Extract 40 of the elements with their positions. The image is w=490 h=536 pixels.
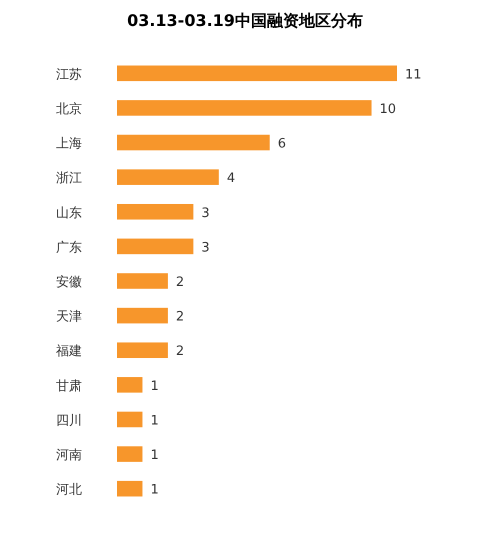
y-tick-label: 甘肃 bbox=[56, 378, 82, 394]
bar bbox=[117, 412, 142, 428]
y-tick-label: 天津 bbox=[56, 310, 82, 325]
data-label: 2 bbox=[176, 275, 184, 290]
y-tick-label: 河南 bbox=[56, 448, 82, 464]
y-tick-label: 上海 bbox=[56, 136, 82, 152]
bar bbox=[117, 169, 219, 185]
bar bbox=[117, 342, 168, 358]
y-tick-label: 浙江 bbox=[56, 171, 82, 186]
data-label: 10 bbox=[380, 102, 396, 117]
bar bbox=[117, 377, 142, 393]
bar bbox=[117, 204, 194, 220]
bar bbox=[117, 100, 372, 116]
data-label: 1 bbox=[150, 482, 159, 498]
data-label: 1 bbox=[150, 413, 159, 428]
data-label: 2 bbox=[176, 310, 184, 325]
y-tick-label: 广东 bbox=[56, 240, 82, 256]
data-label: 6 bbox=[278, 136, 286, 152]
y-tick-label: 江苏 bbox=[56, 67, 82, 82]
data-label: 11 bbox=[405, 67, 422, 82]
data-label: 3 bbox=[201, 206, 210, 221]
data-label: 1 bbox=[150, 378, 159, 394]
bar bbox=[117, 273, 168, 289]
data-label: 3 bbox=[201, 240, 210, 256]
y-tick-label: 山东 bbox=[56, 206, 82, 221]
data-label: 2 bbox=[176, 344, 184, 360]
y-tick-label: 福建 bbox=[56, 344, 82, 360]
y-tick-label: 四川 bbox=[56, 413, 82, 428]
y-tick-label: 河北 bbox=[56, 482, 82, 498]
bar bbox=[117, 446, 142, 462]
bar bbox=[117, 134, 270, 150]
bar bbox=[117, 238, 194, 254]
data-label: 4 bbox=[226, 171, 236, 186]
bar bbox=[117, 308, 168, 324]
chart-title: 03.13-03.19中国融资地区分布 bbox=[127, 11, 363, 30]
bar bbox=[117, 66, 397, 82]
y-tick-label: 北京 bbox=[56, 102, 82, 117]
y-tick-label: 安徽 bbox=[56, 274, 82, 290]
data-label: 1 bbox=[150, 448, 159, 464]
bar bbox=[117, 480, 142, 496]
